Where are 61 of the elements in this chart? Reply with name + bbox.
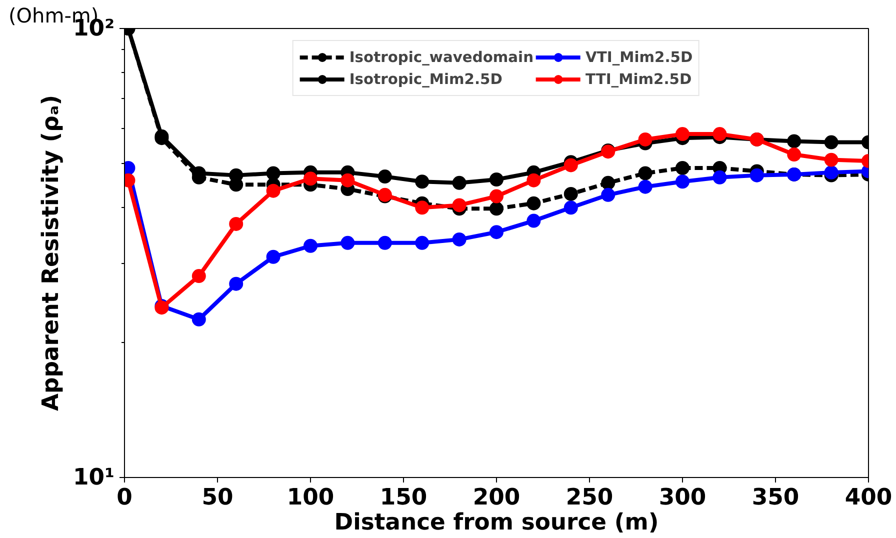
x-tick-label: 0 [116, 484, 132, 510]
y-tick-label: 10¹ [73, 464, 114, 490]
point [676, 161, 690, 175]
point [750, 168, 764, 182]
point [638, 132, 652, 146]
point [712, 170, 727, 184]
x-tick-label: 250 [566, 484, 614, 510]
point [266, 250, 280, 264]
x-tick-label: 400 [844, 484, 892, 510]
x-axis-title: Distance from source (m) [334, 510, 659, 536]
x-tick-label: 150 [380, 484, 428, 510]
point [564, 200, 578, 215]
point [490, 189, 504, 204]
legend-label: TTI_Mim2.5D [586, 70, 692, 88]
point [192, 312, 206, 326]
point [452, 198, 466, 212]
x-tick-label: 300 [658, 484, 706, 510]
point [526, 214, 541, 228]
point [676, 174, 690, 189]
point [638, 166, 652, 180]
x-tick-label: 50 [202, 484, 234, 510]
point [304, 238, 318, 253]
point [824, 165, 838, 180]
point [824, 135, 838, 150]
y-axis-title: Apparent Resistivity (ρₐ) [38, 94, 64, 412]
legend-label: Isotropic_Mim2.5D [349, 70, 502, 88]
point [415, 174, 430, 189]
point [601, 188, 616, 202]
point [526, 173, 541, 188]
point [564, 158, 578, 172]
point [490, 225, 504, 240]
point [340, 236, 355, 250]
point [638, 180, 652, 194]
point [229, 216, 244, 231]
point [787, 148, 802, 162]
point [452, 176, 466, 190]
point [378, 170, 392, 184]
point [229, 276, 244, 291]
point [787, 134, 802, 148]
point [824, 152, 838, 167]
point [564, 186, 578, 201]
point [676, 127, 690, 142]
point [415, 236, 430, 250]
x-tick-label: 200 [472, 484, 520, 510]
point [601, 176, 616, 190]
point [340, 173, 355, 188]
legend-label: VTI_Mim2.5D [586, 48, 693, 66]
x-tick-label: 100 [286, 484, 334, 510]
point [192, 269, 206, 284]
point [266, 166, 280, 180]
point [490, 172, 504, 186]
point [378, 236, 392, 250]
point [712, 127, 727, 142]
point [526, 196, 541, 210]
legend-label: Isotropic_wavedomain [349, 48, 534, 66]
point [415, 200, 430, 215]
x-tick-label: 350 [752, 484, 800, 510]
point [452, 232, 466, 246]
point [266, 184, 280, 198]
point [304, 172, 318, 186]
point [490, 202, 504, 216]
